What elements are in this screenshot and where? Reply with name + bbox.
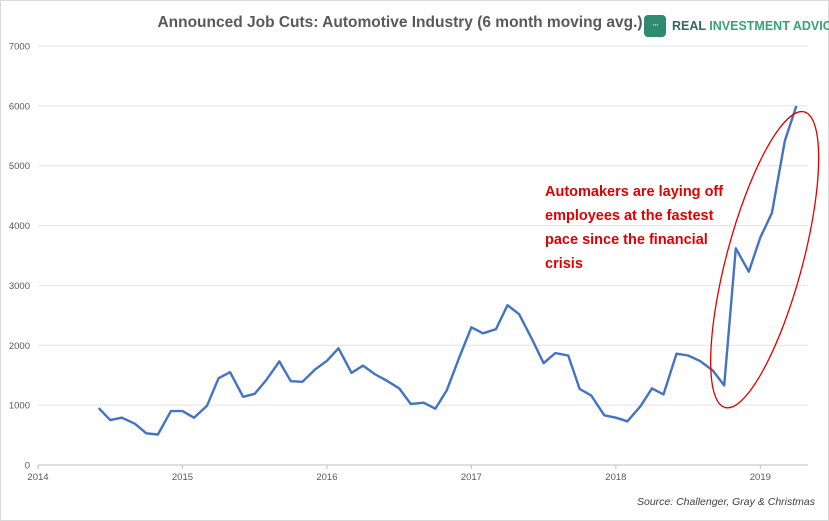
x-tick-label: 2019 — [750, 472, 771, 483]
brand-name-main: REAL — [672, 19, 710, 33]
x-tick-label: 2016 — [316, 472, 337, 483]
y-tick-label: 2000 — [9, 341, 30, 352]
x-tick-label: 2017 — [461, 472, 482, 483]
chart-annotation: Automakers are laying off employees at t… — [545, 184, 724, 272]
x-tick-label: 2015 — [172, 472, 193, 483]
chart-title: Announced Job Cuts: Automotive Industry … — [157, 14, 643, 31]
brand-name-accent: INVESTMENT ADVICE — [709, 19, 829, 33]
y-tick-label: 3000 — [9, 281, 30, 292]
x-tick-label: 2014 — [27, 472, 48, 483]
highlight-ellipse — [710, 110, 820, 409]
y-tick-label: 6000 — [9, 101, 30, 112]
series-line — [97, 105, 798, 436]
brand-name: REAL INVESTMENT ADVICE — [672, 19, 829, 33]
source-note: Source: Challenger, Gray & Christmas — [637, 496, 815, 508]
y-tick-label: 7000 — [9, 42, 30, 53]
y-tick-label: 5000 — [9, 161, 30, 172]
y-tick-label: 0 — [25, 461, 30, 472]
brand-logo: ··· REAL INVESTMENT ADVICE — [644, 12, 829, 40]
x-tick-label: 2018 — [605, 472, 626, 483]
chart-bubble-icon: ··· — [644, 15, 666, 37]
y-tick-label: 4000 — [9, 221, 30, 232]
y-tick-label: 1000 — [9, 401, 30, 412]
